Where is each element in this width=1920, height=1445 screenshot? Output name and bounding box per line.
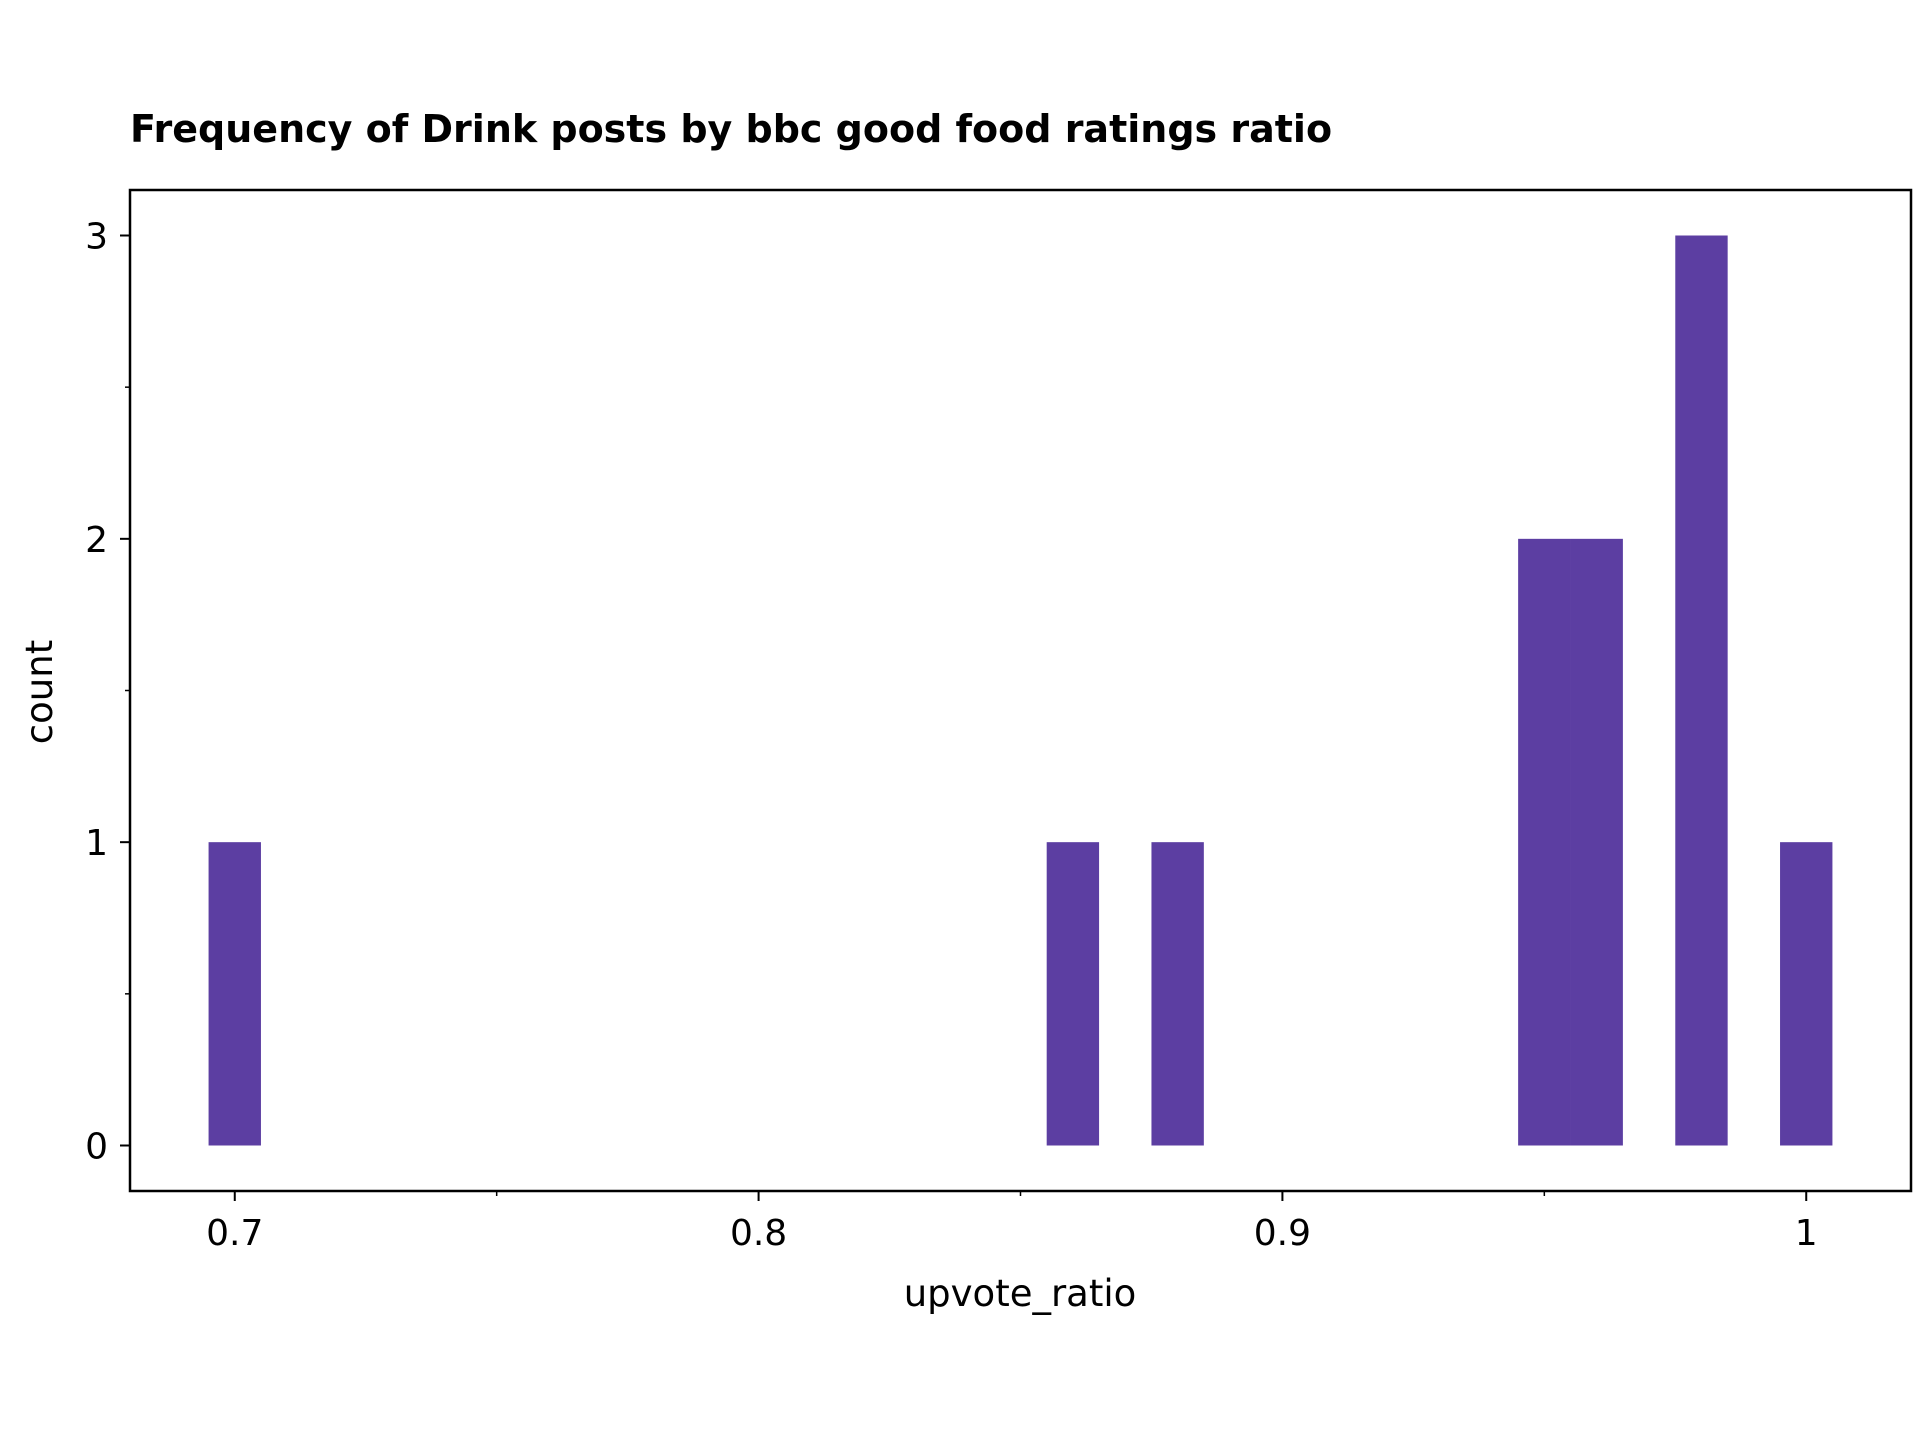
x-axis: 0.7 0.8 0.9 1 (206, 1191, 1818, 1254)
histogram-bar (208, 842, 261, 1146)
y-tick-label: 1 (85, 823, 108, 864)
x-axis-label: upvote_ratio (904, 1272, 1137, 1315)
histogram-bar (1151, 842, 1204, 1146)
histogram-bar (1780, 842, 1833, 1146)
histogram-bar (1675, 235, 1728, 1146)
x-tick-label: 0.7 (206, 1213, 263, 1254)
y-axis-label: count (18, 640, 61, 744)
histogram-bar (1570, 538, 1623, 1146)
y-axis: 0 1 2 3 (85, 217, 130, 1168)
x-tick-label: 1 (1795, 1213, 1818, 1254)
x-tick-label: 0.8 (730, 1213, 787, 1254)
histogram-bar (1518, 538, 1571, 1146)
x-tick-label: 0.9 (1254, 1213, 1311, 1254)
histogram-bar (1046, 842, 1100, 1146)
y-tick-label: 3 (85, 217, 108, 258)
y-tick-label: 0 (85, 1127, 108, 1168)
y-tick-label: 2 (85, 520, 108, 561)
bars-layer (208, 235, 1833, 1146)
chart-title: Frequency of Drink posts by bbc good foo… (130, 107, 1332, 151)
plot-frame (128, 188, 1913, 1193)
